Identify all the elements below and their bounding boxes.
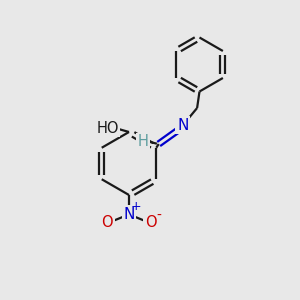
Text: O: O [145, 215, 156, 230]
Text: H: H [138, 134, 148, 149]
Text: O: O [102, 215, 113, 230]
Text: N: N [123, 207, 135, 222]
Text: -: - [157, 208, 161, 222]
Text: N: N [177, 118, 188, 133]
Text: +: + [130, 200, 141, 213]
Text: HO: HO [96, 121, 119, 136]
